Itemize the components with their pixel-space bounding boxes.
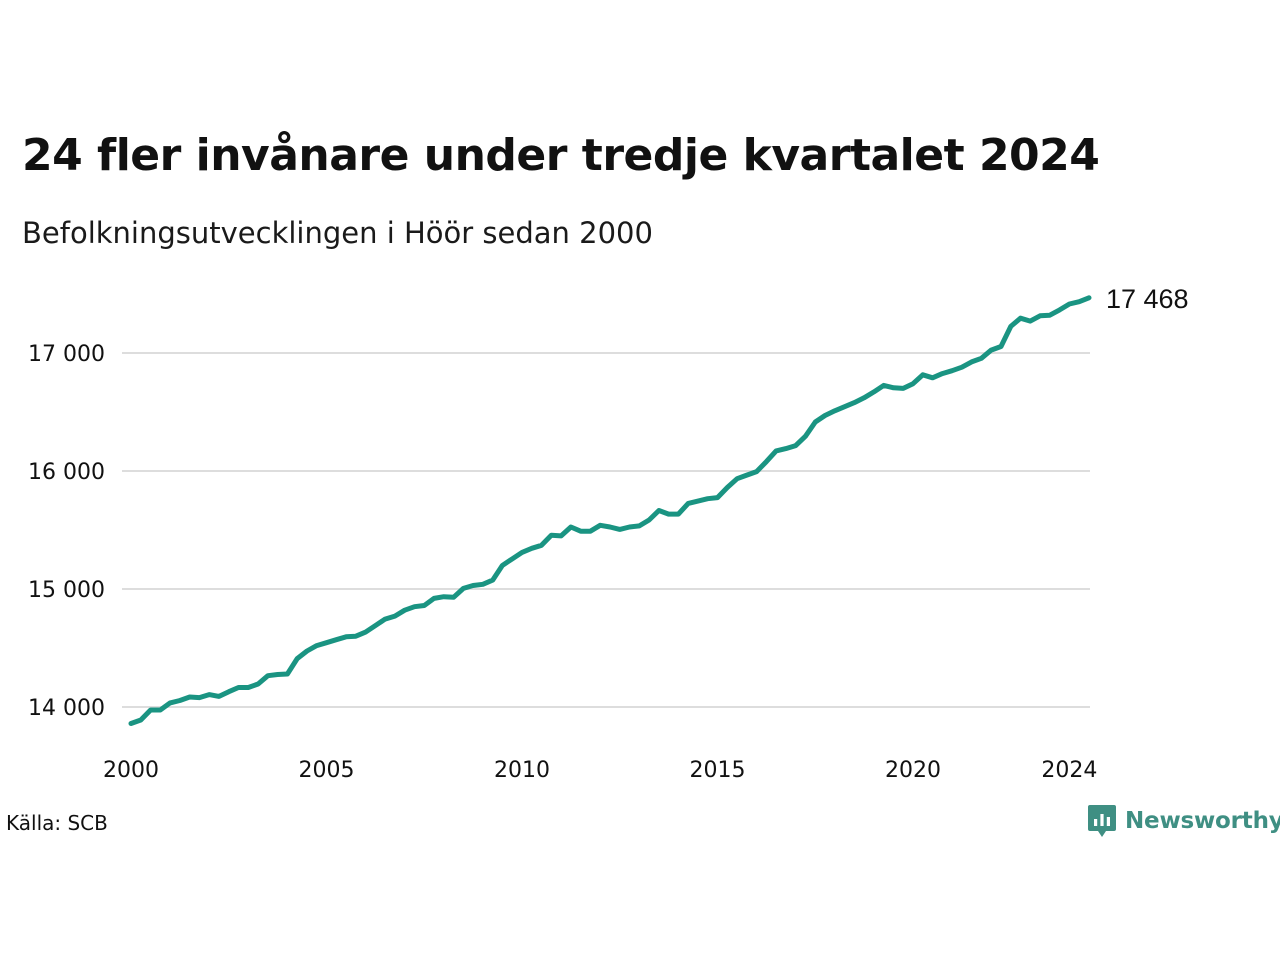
source-note: Källa: SCB xyxy=(6,811,108,835)
series-line xyxy=(128,295,1092,726)
y-axis-labels: 14 000 15 000 16 000 17 000 xyxy=(28,342,105,721)
end-label-group: 17 468 xyxy=(1106,284,1189,314)
y-tick-label: 17 000 xyxy=(28,342,105,367)
brand-name: Newsworthy xyxy=(1125,808,1280,834)
x-tick-label: 2005 xyxy=(299,758,355,783)
x-axis-labels: 2000 2005 2010 2015 2020 2024 xyxy=(103,758,1097,783)
x-tick-label: 2000 xyxy=(103,758,159,783)
series xyxy=(128,295,1092,726)
y-tick-label: 14 000 xyxy=(28,696,105,721)
end-value-label: 17 468 xyxy=(1106,284,1189,314)
y-tick-label: 16 000 xyxy=(28,460,105,485)
y-tick-label: 15 000 xyxy=(28,578,105,603)
x-tick-label: 2015 xyxy=(690,758,746,783)
x-tick-label: 2020 xyxy=(885,758,941,783)
x-tick-label: 2024 xyxy=(1041,758,1097,783)
chart-title: 24 fler invånare under tredje kvartalet … xyxy=(22,130,1100,181)
x-tick-label: 2010 xyxy=(494,758,550,783)
gridlines xyxy=(122,352,1090,708)
newsworthy-logo-icon xyxy=(1088,805,1116,837)
brand-logo[interactable]: Newsworthy xyxy=(1087,804,1280,838)
chart-subtitle: Befolkningsutvecklingen i Höör sedan 200… xyxy=(22,216,653,250)
